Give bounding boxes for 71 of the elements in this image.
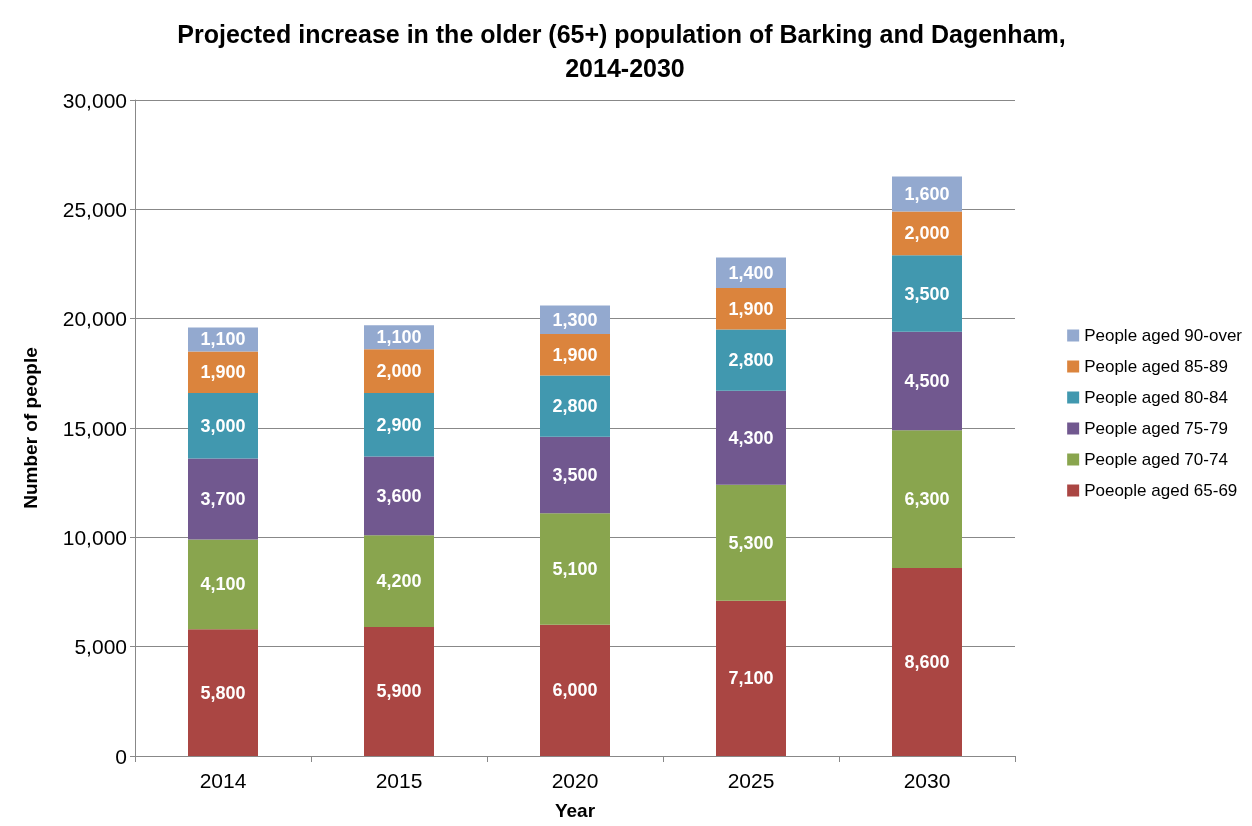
bar [892,255,962,332]
x-axis-title: Year [554,800,596,821]
data-label: 1,300 [552,309,598,330]
data-label: 4,300 [728,427,774,448]
data-label: 4,500 [904,370,950,391]
bar [188,458,258,540]
data-label: 1,400 [728,262,774,283]
x-tick-label: 2014 [199,769,247,792]
legend-label: People aged 85-89 [1084,357,1228,376]
y-tick-label: 20,000 [62,307,127,331]
data-label: 8,600 [904,651,950,672]
x-tick-label: 2030 [903,769,951,792]
data-label: 1,900 [552,344,598,365]
y-axis-title: Number of people [20,347,41,509]
data-label: 5,100 [552,559,598,580]
data-label: 2,000 [904,223,950,244]
y-tick-label: 0 [115,744,127,768]
data-label: 3,500 [904,283,950,304]
data-label: 6,300 [904,489,950,510]
bar [716,484,786,601]
data-label: 4,200 [376,571,422,592]
data-label: 6,000 [552,680,598,701]
bar [892,331,962,431]
data-label: 1,100 [376,327,422,348]
legend-label: People aged 90-over [1084,326,1243,345]
data-label: 3,600 [376,485,422,506]
data-label: 2,800 [552,396,598,417]
legend-label: People aged 80-84 [1084,388,1228,407]
data-label: 3,500 [552,465,598,486]
data-label: 3,000 [200,415,246,436]
data-label: 5,800 [200,682,246,703]
data-label: 1,900 [200,362,246,383]
y-tick-label: 30,000 [62,88,127,112]
bar [716,390,786,485]
data-label: 2,800 [728,350,774,371]
bar [540,436,610,514]
chart-title: Projected increase in the older (65+) population of Barking and Dagenham, 2014-2030 [177,20,1073,82]
bar [716,329,786,391]
legend-label: People aged 75-79 [1084,419,1228,438]
bar [188,629,258,756]
bar [892,567,962,756]
data-label: 3,700 [200,489,246,510]
bar [716,600,786,756]
x-tick-label: 2025 [727,769,775,792]
bar [188,393,258,459]
data-label: 2,000 [376,361,422,382]
data-label: 1,900 [728,298,774,319]
x-tick-label: 2015 [375,769,423,792]
y-tick-label: 10,000 [62,525,127,549]
data-label: 7,100 [728,668,774,689]
y-tick-label: 5,000 [74,635,127,659]
data-label: 4,100 [200,574,246,595]
bar [364,393,434,457]
data-label: 5,900 [376,681,422,702]
bar [364,535,434,627]
x-tick-label: 2020 [551,769,599,792]
bar [364,456,434,536]
legend-label: Poeople aged 65-69 [1084,481,1238,500]
bar [540,375,610,437]
data-label: 5,300 [728,532,774,553]
data-label: 1,100 [200,329,246,350]
legend-label: People aged 70-74 [1084,450,1228,469]
bar [364,626,434,756]
data-label: 2,900 [376,414,422,435]
bar [540,624,610,756]
data-label: 1,600 [904,184,950,205]
y-tick-label: 15,000 [62,416,127,440]
bar [892,430,962,568]
bar [188,539,258,630]
bar [540,513,610,625]
y-tick-label: 25,000 [62,197,127,221]
